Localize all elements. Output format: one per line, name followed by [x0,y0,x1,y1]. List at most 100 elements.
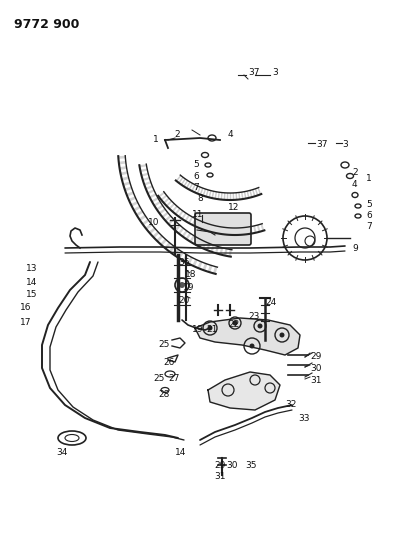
Polygon shape [178,252,184,259]
Text: 19: 19 [183,283,194,292]
Polygon shape [149,228,156,234]
Polygon shape [171,222,178,228]
Polygon shape [178,228,184,235]
Polygon shape [235,193,237,200]
Polygon shape [230,228,233,235]
Polygon shape [197,187,201,194]
Polygon shape [197,239,203,247]
Text: 37: 37 [248,68,260,77]
Polygon shape [147,189,154,194]
Polygon shape [182,230,188,237]
Polygon shape [185,233,191,240]
Polygon shape [176,175,181,181]
Text: 5: 5 [366,200,372,209]
Polygon shape [246,227,248,235]
Polygon shape [249,190,253,197]
Polygon shape [118,156,125,159]
Polygon shape [229,249,232,257]
Polygon shape [234,228,236,235]
Text: 26: 26 [163,358,174,367]
Text: 2: 2 [174,130,180,139]
Polygon shape [164,242,171,249]
Polygon shape [173,248,179,256]
Polygon shape [172,206,178,212]
Text: 33: 33 [298,414,309,423]
Polygon shape [253,225,257,233]
Polygon shape [224,193,225,200]
Polygon shape [238,192,241,199]
Polygon shape [206,190,209,197]
Text: 2: 2 [352,168,358,177]
Text: 31: 31 [214,472,225,481]
Polygon shape [197,261,202,269]
Polygon shape [165,215,171,222]
Text: 19: 19 [192,325,204,334]
Polygon shape [258,188,261,195]
Text: 15: 15 [26,290,37,299]
Text: 13: 13 [26,264,37,273]
Polygon shape [139,215,146,221]
Text: 27: 27 [168,374,179,383]
Text: 10: 10 [148,218,159,227]
Polygon shape [185,215,190,222]
Polygon shape [175,208,180,215]
Polygon shape [152,231,159,238]
Text: 12: 12 [228,203,239,212]
Circle shape [250,343,255,349]
Polygon shape [156,205,163,211]
Polygon shape [214,226,218,233]
Text: 7: 7 [193,183,199,192]
Polygon shape [168,219,174,225]
Polygon shape [203,223,207,230]
Polygon shape [244,191,246,199]
Circle shape [258,324,262,328]
Polygon shape [161,195,167,200]
Text: 20: 20 [178,296,190,305]
Text: 7: 7 [366,222,372,231]
Polygon shape [143,177,150,181]
Polygon shape [199,221,204,229]
Polygon shape [120,171,128,175]
Polygon shape [119,166,127,170]
Polygon shape [189,183,193,190]
Polygon shape [186,182,191,188]
Polygon shape [145,185,153,190]
Polygon shape [208,190,212,198]
Text: 17: 17 [20,318,31,327]
Polygon shape [151,197,159,203]
Polygon shape [220,192,223,200]
Polygon shape [181,179,186,185]
Polygon shape [260,224,265,231]
Polygon shape [159,208,166,214]
Polygon shape [246,191,250,198]
Text: 21: 21 [206,325,218,334]
Text: 6: 6 [193,172,199,181]
Text: 9772 900: 9772 900 [14,18,80,31]
Polygon shape [154,201,161,207]
Text: 11: 11 [192,210,204,219]
Polygon shape [214,192,217,199]
Text: 18: 18 [185,270,197,279]
Text: 1: 1 [153,135,159,144]
Polygon shape [211,225,214,232]
Text: 36: 36 [178,258,190,267]
Polygon shape [257,225,260,232]
Polygon shape [126,191,134,197]
Polygon shape [242,228,245,235]
Polygon shape [178,211,184,217]
Polygon shape [241,192,243,199]
Polygon shape [142,219,149,225]
Text: 3: 3 [272,68,278,77]
Polygon shape [188,216,193,223]
Polygon shape [131,201,138,207]
Text: 35: 35 [245,461,257,470]
Polygon shape [238,228,241,235]
Polygon shape [249,227,253,233]
Text: 30: 30 [310,364,321,373]
Polygon shape [169,246,175,253]
Polygon shape [211,245,215,252]
Text: 31: 31 [310,376,321,385]
Polygon shape [183,254,188,262]
Polygon shape [169,203,175,209]
FancyBboxPatch shape [195,213,251,245]
